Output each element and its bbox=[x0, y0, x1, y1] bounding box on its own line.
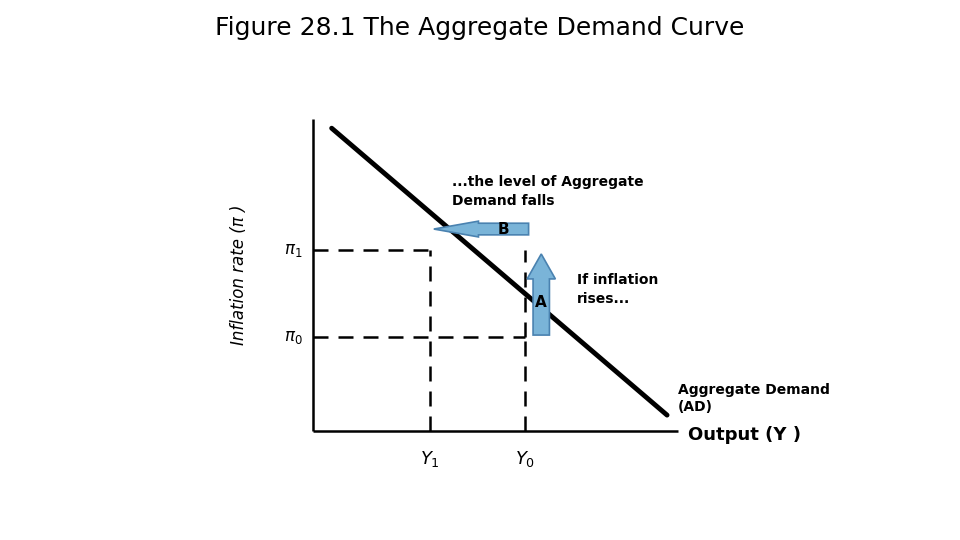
Text: If inflation
rises...: If inflation rises... bbox=[577, 273, 659, 306]
Text: Aggregate Demand
(AD): Aggregate Demand (AD) bbox=[678, 383, 830, 414]
Text: $Y_1$: $Y_1$ bbox=[420, 449, 440, 469]
Text: Inflation rate (π ): Inflation rate (π ) bbox=[230, 205, 248, 345]
Text: $\pi_1$: $\pi_1$ bbox=[284, 241, 302, 259]
FancyArrow shape bbox=[527, 254, 556, 335]
Text: Output (Y ): Output (Y ) bbox=[688, 426, 802, 444]
Text: $Y_0$: $Y_0$ bbox=[515, 449, 535, 469]
Text: ...the level of Aggregate
Demand falls: ...the level of Aggregate Demand falls bbox=[452, 176, 644, 208]
Text: B: B bbox=[497, 221, 510, 237]
Text: A: A bbox=[536, 295, 547, 310]
Text: Figure 28.1 The Aggregate Demand Curve: Figure 28.1 The Aggregate Demand Curve bbox=[215, 16, 745, 40]
FancyArrow shape bbox=[434, 221, 529, 237]
Text: $\pi_0$: $\pi_0$ bbox=[283, 328, 302, 346]
